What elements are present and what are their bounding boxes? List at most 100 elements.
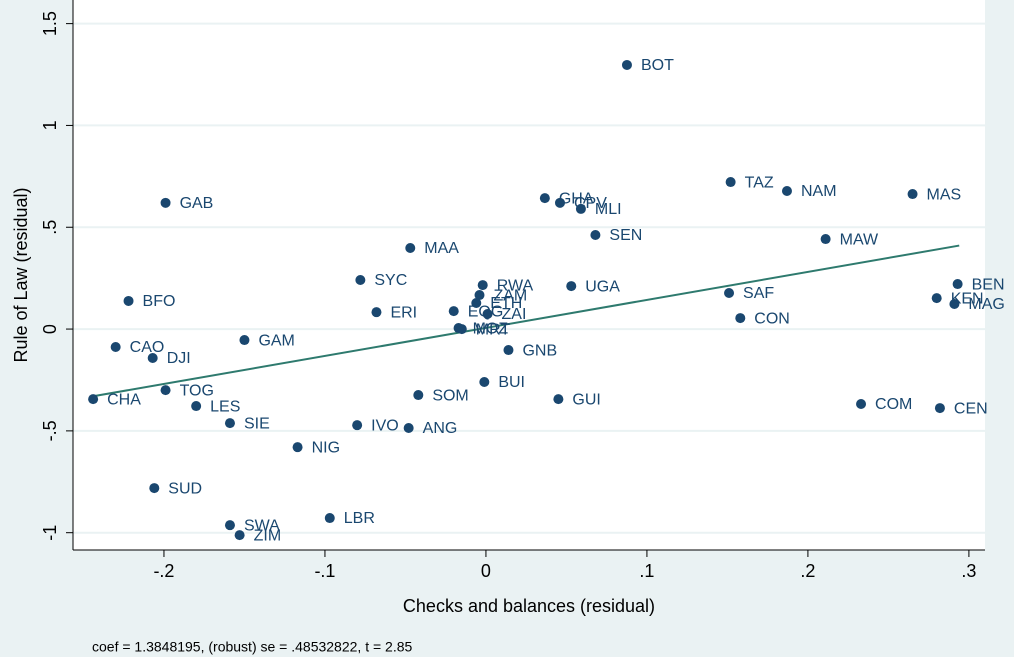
point-label: DJI xyxy=(167,350,191,367)
point xyxy=(234,530,245,541)
point-label: ZIM xyxy=(254,527,282,544)
point xyxy=(907,189,918,200)
x-tick-label: .1 xyxy=(639,561,654,581)
point xyxy=(191,401,202,412)
point-label: CON xyxy=(754,310,790,327)
point-label: IVO xyxy=(371,417,399,434)
point xyxy=(448,306,459,317)
point xyxy=(621,59,632,70)
point xyxy=(781,186,792,197)
x-tick-label: -.1 xyxy=(314,561,335,581)
point-label: GAB xyxy=(180,195,214,212)
point xyxy=(147,352,158,363)
point-label: LES xyxy=(210,398,240,415)
point xyxy=(554,197,565,208)
point-label: TAZ xyxy=(745,174,774,191)
point-label: MOZ xyxy=(473,320,509,337)
point-label: RWA xyxy=(497,277,534,294)
point-label: CEN xyxy=(954,400,988,417)
point xyxy=(566,281,577,292)
point-label: CHA xyxy=(107,391,141,408)
point xyxy=(735,313,746,324)
point-label: LBR xyxy=(344,510,375,527)
point xyxy=(503,345,514,356)
x-axis-label: Checks and balances (residual) xyxy=(403,596,655,616)
point xyxy=(553,394,564,405)
point xyxy=(355,274,366,285)
point xyxy=(292,442,303,453)
point xyxy=(931,293,942,304)
point xyxy=(482,308,493,319)
point xyxy=(413,390,424,401)
point xyxy=(403,423,414,434)
point-label: SYC xyxy=(374,272,407,289)
point xyxy=(405,243,416,254)
point xyxy=(856,398,867,409)
point-label: CAO xyxy=(130,339,165,356)
point xyxy=(110,341,121,352)
y-tick-label: 0 xyxy=(40,324,60,334)
point-label: MAA xyxy=(424,240,459,257)
point-label: GUI xyxy=(572,391,600,408)
point-label: MLI xyxy=(595,201,622,218)
point-label: GAM xyxy=(258,332,294,349)
point-label: SAF xyxy=(743,285,774,302)
point xyxy=(371,307,382,318)
point-label: SUD xyxy=(168,480,202,497)
point xyxy=(590,229,601,240)
point xyxy=(725,177,736,188)
point xyxy=(820,234,831,245)
point-label: NIG xyxy=(312,439,340,456)
point-label: ETH xyxy=(490,295,522,312)
point xyxy=(224,418,235,429)
y-tick-label: 1.5 xyxy=(40,11,60,36)
point-label: SEN xyxy=(609,227,642,244)
point xyxy=(160,385,171,396)
point-label: ZAI xyxy=(502,306,527,323)
point xyxy=(149,483,160,494)
point xyxy=(224,520,235,531)
point xyxy=(324,513,335,524)
point-label: BUI xyxy=(498,374,525,391)
point xyxy=(934,403,945,414)
point xyxy=(123,295,134,306)
point-label: UGA xyxy=(585,278,620,295)
point xyxy=(949,299,960,310)
point-label: ANG xyxy=(423,420,458,437)
point xyxy=(724,288,735,299)
point xyxy=(474,290,485,301)
x-tick-label: -.2 xyxy=(153,561,174,581)
point-label: MAS xyxy=(927,186,962,203)
y-tick-label: .5 xyxy=(40,220,60,235)
point-label: SOM xyxy=(432,387,468,404)
point xyxy=(239,335,250,346)
point xyxy=(352,420,363,431)
y-tick-label: -1 xyxy=(40,525,60,541)
point-label: BEN xyxy=(972,276,1005,293)
point-label: BOT xyxy=(641,57,674,74)
y-tick-label: 1 xyxy=(40,120,60,130)
x-tick-label: .2 xyxy=(800,561,815,581)
point-label: NAM xyxy=(801,183,837,200)
x-tick-label: 0 xyxy=(481,561,491,581)
x-tick-label: .3 xyxy=(961,561,976,581)
point-label: ERI xyxy=(390,304,417,321)
point-label: GHA xyxy=(559,190,594,207)
point-label: ZAM xyxy=(493,287,527,304)
point-label: MAG xyxy=(968,296,1004,313)
point-label: BFO xyxy=(143,293,176,310)
point-label: MAW xyxy=(840,231,879,248)
plot-area xyxy=(73,0,985,550)
point xyxy=(456,324,467,335)
point-label: MRT xyxy=(476,321,511,338)
point-label: SWA xyxy=(244,517,280,534)
fit-line xyxy=(92,244,960,398)
note: coef = 1.3848195, (robust) se = .4853282… xyxy=(92,639,413,655)
point xyxy=(479,377,490,388)
point xyxy=(471,297,482,308)
point-label: TOG xyxy=(180,382,214,399)
y-tick-label: -.5 xyxy=(40,420,60,441)
point xyxy=(539,193,550,204)
